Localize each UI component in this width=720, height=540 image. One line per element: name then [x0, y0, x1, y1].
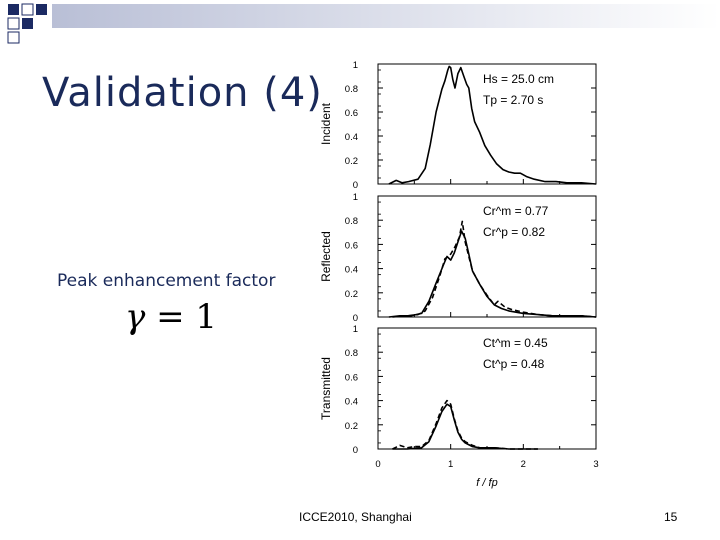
- header-decoration: [7, 3, 720, 44]
- incident-ytick-label: 0: [353, 180, 358, 191]
- deco-square-dark-2: [36, 4, 47, 15]
- footer-conference: ICCE2010, Shanghai: [299, 510, 412, 524]
- transmitted-xtick-label: 0: [375, 459, 380, 470]
- incident-annotation: Hs = 25.0 cm: [483, 72, 554, 86]
- gamma-formula: γ = 1: [125, 297, 217, 337]
- transmitted-ytick-label: 1: [353, 324, 358, 335]
- reflected-annotation: Cr^m = 0.77: [483, 204, 549, 218]
- reflected-ytick-label: 0.8: [345, 216, 358, 227]
- page-number: 15: [664, 510, 678, 524]
- incident-ytick-label: 0.6: [345, 108, 358, 119]
- transmitted-xtick-label: 2: [521, 459, 526, 470]
- transmitted-ytick-label: 0.6: [345, 372, 358, 383]
- incident-series-solid-line: [388, 65, 597, 185]
- deco-square-light-1: [21, 3, 34, 16]
- deco-square-dark-1: [8, 4, 19, 15]
- transmitted-xlabel: f / fp: [476, 477, 497, 489]
- spectra-figure: 0 0.2 0.4 0.6 0.8 1 Incident Hs = 25.0 cm Tp = 2…: [319, 60, 599, 489]
- deco-square-light-2: [7, 17, 20, 30]
- deco-grid-band: [52, 4, 720, 28]
- transmitted-ytick-label: 0: [353, 445, 358, 456]
- reflected-annotation: Cr^p = 0.82: [483, 225, 545, 239]
- deco-square-dark-3: [22, 18, 33, 29]
- reflected-ytick-label: 1: [353, 192, 358, 203]
- transmitted-annotation: Ct^m = 0.45: [483, 336, 548, 350]
- incident-ytick-label: 0.4: [345, 132, 358, 143]
- reflected-ytick-label: 0: [353, 313, 358, 324]
- reflected-ytick-label: 0.2: [345, 289, 358, 300]
- incident-ytick-label: 0.2: [345, 156, 358, 167]
- slide-title: Validation (4): [42, 70, 323, 116]
- transmitted-ytick-label: 0.8: [345, 348, 358, 359]
- transmitted-xtick-label: 3: [593, 459, 598, 470]
- transmitted-annotation: Ct^p = 0.48: [483, 357, 545, 371]
- gamma-symbol: γ: [125, 297, 146, 337]
- reflected-ytick-label: 0.4: [345, 265, 358, 276]
- transmitted-ylabel: Transmitted: [319, 357, 333, 420]
- gamma-relation: = 1: [156, 297, 218, 337]
- incident-ylabel: Incident: [319, 102, 333, 145]
- reflected-ytick-label: 0.6: [345, 240, 358, 251]
- peak-enhancement-caption: Peak enhancement factor: [57, 271, 276, 291]
- transmitted-xtick-label: 1: [448, 459, 453, 470]
- transmitted-ytick-label: 0.4: [345, 397, 358, 408]
- incident-annotation: Tp = 2.70 s: [483, 93, 543, 107]
- incident-ytick-label: 0.8: [345, 84, 358, 95]
- deco-square-light-3: [7, 31, 20, 44]
- reflected-series-solid-line: [388, 230, 597, 318]
- transmitted-series-dashed-line: [392, 399, 538, 450]
- reflected-series-dashed-line: [392, 220, 597, 318]
- reflected-ylabel: Reflected: [319, 231, 333, 282]
- incident-ytick-label: 1: [353, 60, 358, 71]
- transmitted-ytick-label: 0.2: [345, 421, 358, 432]
